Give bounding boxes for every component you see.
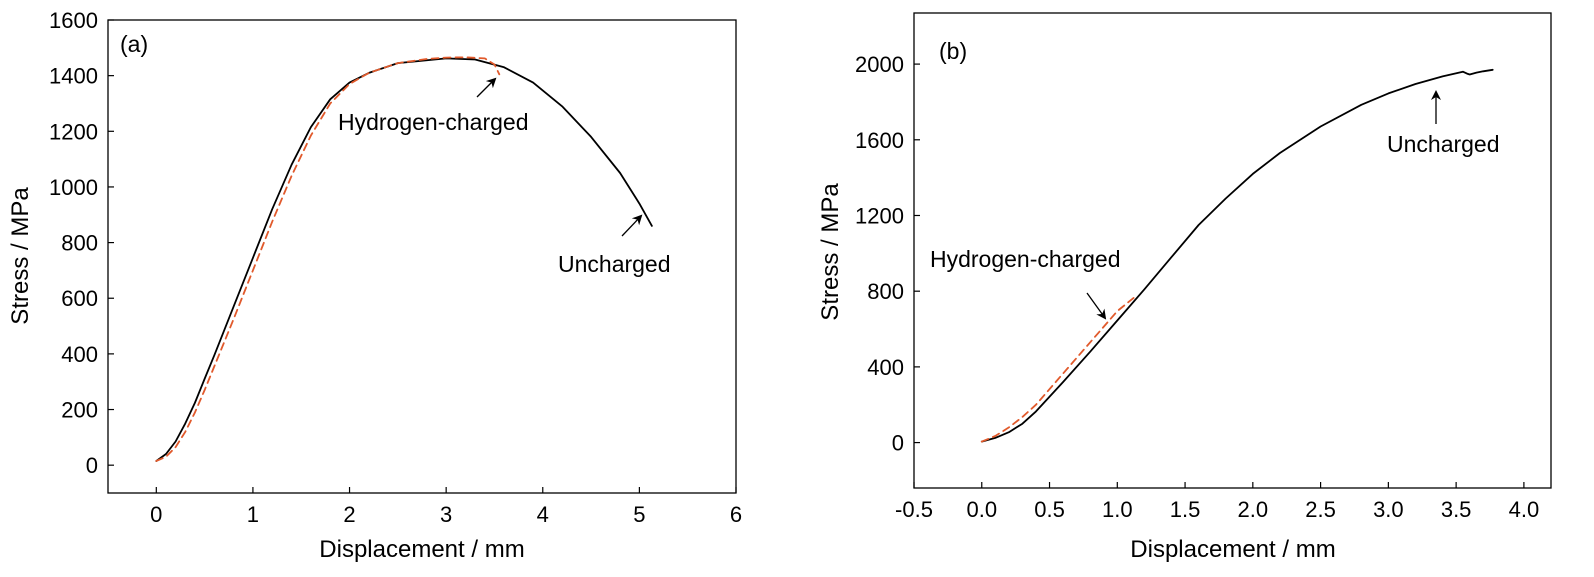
annotation-hydrogen-charged-b: Hydrogen-charged <box>930 246 1121 272</box>
series-line-uncharged-a <box>155 57 653 462</box>
y-tick-label-a: 200 <box>61 398 98 423</box>
series-line-uncharged-b <box>980 68 1494 443</box>
y-axis-title-b: Stress / MPa <box>817 183 844 321</box>
x-tick-label-b: -0.5 <box>895 497 933 522</box>
x-tick-label-a: 3 <box>440 502 452 527</box>
series-line-hydrogen-charged-b <box>980 295 1136 443</box>
panel-label-a: (a) <box>120 31 148 57</box>
x-tick-label-b: 3.5 <box>1441 497 1472 522</box>
y-tick-label-a: 0 <box>86 453 98 478</box>
x-tick-label-b: 1.5 <box>1170 497 1201 522</box>
x-tick-label-b: 0.0 <box>966 497 997 522</box>
annotation-uncharged-b: Uncharged <box>1387 131 1500 157</box>
annotation-arrow-hydrogen-a <box>476 77 497 98</box>
y-tick-label-a: 600 <box>61 286 98 311</box>
y-tick-label-b: 1200 <box>855 203 904 228</box>
x-tick-label-b: 0.5 <box>1034 497 1065 522</box>
y-tick-label-b: 2000 <box>855 52 904 77</box>
x-axis-title-b: Displacement / mm <box>1130 536 1335 563</box>
annotation-arrow-hydrogen-b <box>1086 292 1107 320</box>
y-tick-label-a: 400 <box>61 342 98 367</box>
plot-area-a <box>107 19 737 494</box>
y-axis-title-a: Stress / MPa <box>7 187 34 325</box>
annotation-uncharged-a: Uncharged <box>558 251 671 277</box>
chart-panel-b: -0.5 0.0 0.5 1.0 1.5 2.0 2.5 3.0 3.5 4.0 0 400 800 12… <box>817 12 1552 563</box>
x-tick-label-b: 4.0 <box>1509 497 1540 522</box>
axis-ticks-b: -0.5 0.0 0.5 1.0 1.5 2.0 2.5 3.0 3.5 4.0 0 400 800 12… <box>855 52 1539 522</box>
x-tick-label-b: 3.0 <box>1373 497 1404 522</box>
y-tick-label-a: 1200 <box>49 119 98 144</box>
y-tick-label-b: 1600 <box>855 128 904 153</box>
series-group-b <box>980 68 1494 443</box>
x-tick-label-a: 2 <box>343 502 355 527</box>
y-tick-label-b: 800 <box>867 279 904 304</box>
y-tick-label-a: 800 <box>61 231 98 256</box>
x-tick-label-a: 6 <box>730 502 742 527</box>
y-tick-label-b: 400 <box>867 355 904 380</box>
y-tick-label-a: 1000 <box>49 175 98 200</box>
annotation-hydrogen-charged-a: Hydrogen-charged <box>338 109 529 135</box>
axis-ticks-a: 0 1 2 3 4 5 6 0 200 400 600 800 1000 1200 1400 1600 <box>49 8 742 527</box>
x-tick-label-b: 2.5 <box>1305 497 1336 522</box>
y-tick-label-a: 1400 <box>49 64 98 89</box>
x-tick-label-b: 2.0 <box>1238 497 1269 522</box>
panel-label-b: (b) <box>939 38 967 64</box>
plot-area-b <box>913 12 1552 489</box>
chart-panel-a: 0 1 2 3 4 5 6 0 200 400 600 800 1000 1200 1400 1600 (a)… <box>7 8 742 563</box>
series-group-a <box>155 56 653 462</box>
y-tick-label-b: 0 <box>892 431 904 456</box>
x-tick-label-a: 0 <box>150 502 162 527</box>
x-tick-label-a: 5 <box>633 502 645 527</box>
x-tick-label-a: 4 <box>537 502 549 527</box>
annotation-arrow-uncharged-a <box>621 214 643 237</box>
y-tick-label-a: 1600 <box>49 8 98 33</box>
x-tick-label-a: 1 <box>247 502 259 527</box>
series-line-hydrogen-charged-a <box>155 56 501 462</box>
x-axis-title-a: Displacement / mm <box>319 536 524 563</box>
x-tick-label-b: 1.0 <box>1102 497 1133 522</box>
